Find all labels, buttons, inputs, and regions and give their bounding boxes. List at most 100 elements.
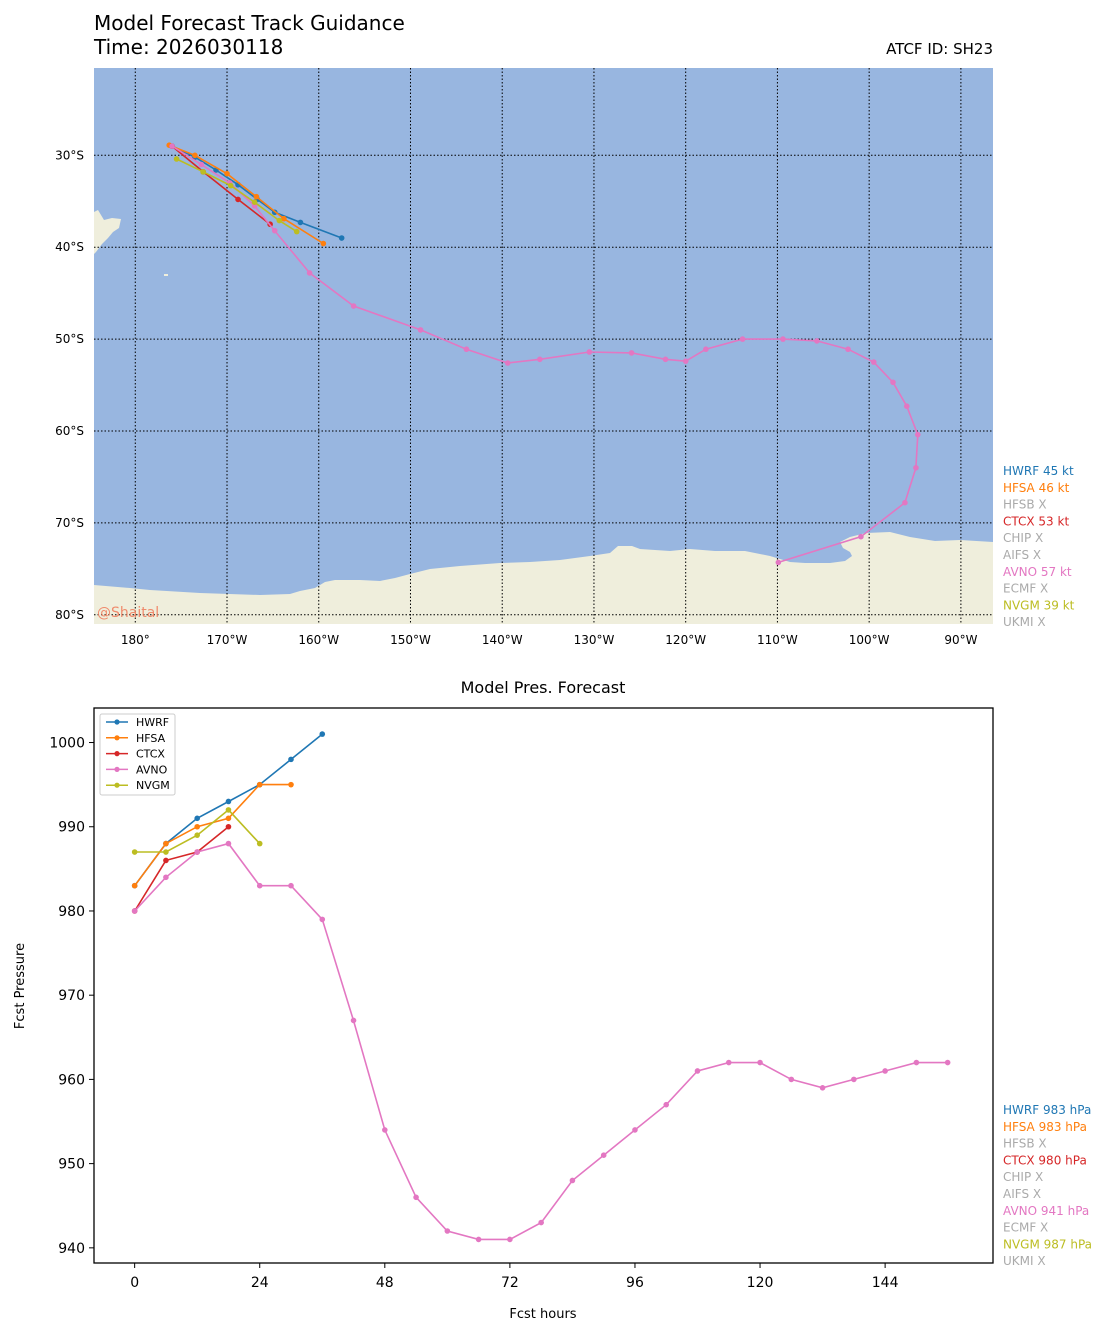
pressure-point-avno: [757, 1059, 763, 1066]
track-point-avno: [417, 327, 424, 333]
pressure-point-avno: [444, 1228, 451, 1234]
pressure-point-avno: [225, 840, 232, 847]
pressure-point-hfsa: [194, 823, 200, 830]
map-legend-entry: ECMF X: [1003, 582, 1048, 596]
track-point-ctcx: [235, 196, 241, 203]
pressure-x-tick-label: 0: [130, 1275, 139, 1291]
track-point-avno: [703, 346, 709, 353]
pressure-legend-entry: CTCX 980 hPa: [1003, 1153, 1087, 1167]
map-legend-entry: HFSB X: [1003, 498, 1047, 512]
track-line-avno: [171, 145, 919, 564]
pressure-point-hwrf: [288, 756, 294, 763]
pressure-y-axis-label: Fcst Pressure: [13, 943, 28, 1029]
track-point-avno: [845, 346, 851, 353]
track-point-nvgm: [276, 217, 283, 224]
map-x-tick-label: 130°W: [574, 633, 615, 647]
pressure-point-avno: [944, 1059, 951, 1066]
pressure-legend-entry: HFSB X: [1003, 1137, 1047, 1151]
pressure-point-avno: [913, 1059, 920, 1066]
pressure-point-avno: [194, 849, 200, 855]
track-point-avno: [662, 356, 669, 363]
pressure-point-avno: [600, 1152, 607, 1159]
pressure-point-hfsa: [131, 882, 138, 889]
pressure-point-avno: [632, 1127, 638, 1133]
pressure-x-axis-label: Fcst hours: [509, 1307, 576, 1322]
pressure-point-avno: [694, 1068, 701, 1074]
pressure-point-hwrf: [194, 815, 200, 822]
pressure-point-ctcx: [163, 857, 169, 864]
track-point-nvgm: [200, 169, 206, 175]
track-point-nvgm: [227, 182, 234, 189]
map-legend-entry: NVGM 39 kt: [1003, 598, 1075, 612]
map-legend-entry: UKMI X: [1003, 615, 1046, 629]
map-legend-entry: CTCX 53 kt: [1003, 514, 1069, 528]
pressure-point-ctcx: [225, 823, 232, 830]
track-point-hfsa: [253, 193, 260, 200]
track-point-avno: [350, 303, 357, 309]
pressure-point-avno: [131, 908, 138, 914]
map-legend-entry: HFSA 46 kt: [1003, 481, 1070, 495]
legend-series-name: NVGM: [136, 779, 170, 792]
pressure-y-ticks: 940 950 960 970 980 990 1000: [49, 736, 94, 1257]
map-legend-entry: AVNO 57 kt: [1003, 565, 1072, 579]
track-point-avno: [169, 143, 175, 149]
track-point-avno: [198, 161, 205, 168]
map-x-tick-label: 100°W: [849, 633, 890, 647]
legend-series-name: CTCX: [136, 748, 165, 761]
pressure-point-avno: [288, 882, 294, 889]
new-zealand-land: [94, 210, 121, 254]
track-point-hfsa: [224, 170, 230, 177]
ocean-background: [94, 68, 993, 624]
legend-swatch-marker: [114, 719, 120, 725]
track-point-avno: [902, 499, 908, 506]
map-y-tick-label: 70°S: [55, 516, 84, 530]
pressure-point-avno: [851, 1076, 857, 1083]
track-point-nvgm: [251, 199, 258, 205]
map-y-tick-label: 60°S: [55, 424, 84, 438]
track-line-nvgm: [176, 158, 298, 233]
track-point-hwrf: [338, 235, 345, 241]
pressure-axes-frame: [93, 707, 994, 1264]
map-y-ticks: 30°S 40°S 50°S 60°S 70°S 80°S: [55, 148, 84, 622]
track-point-avno: [463, 346, 470, 353]
pressure-legend-entry: UKMI X: [1003, 1254, 1046, 1268]
track-point-avno: [504, 360, 511, 366]
track-point-avno: [739, 336, 746, 342]
map-legend-entry: HWRF 45 kt: [1003, 464, 1074, 478]
map-x-tick-label: 150°W: [390, 633, 431, 647]
pressure-y-tick-label: 950: [58, 1157, 85, 1173]
track-point-avno: [858, 533, 864, 540]
pressure-y-tick-label: 990: [58, 820, 85, 836]
pressure-point-nvgm: [194, 832, 200, 838]
map-y-tick-label: 30°S: [55, 148, 84, 162]
map-x-ticks: 180° 170°W 160°W 150°W 140°W 130°W 120°W 110°W 1…: [121, 633, 978, 647]
track-point-avno: [628, 350, 635, 356]
track-point-avno: [903, 403, 910, 409]
pressure-point-avno: [725, 1059, 732, 1066]
track-point-avno: [271, 227, 278, 234]
legend-series-name: HWRF: [136, 716, 169, 729]
pressure-point-nvgm: [225, 807, 232, 813]
pressure-chart-title: Model Pres. Forecast: [461, 678, 626, 697]
legend-swatch-marker: [114, 766, 120, 773]
map-x-tick-label: 180°: [121, 633, 150, 647]
pressure-x-tick-label: 120: [747, 1275, 774, 1291]
pressure-point-avno: [788, 1076, 795, 1083]
pressure-point-hfsa: [256, 781, 263, 788]
map-x-tick-label: 170°W: [207, 633, 248, 647]
pressure-y-tick-label: 960: [58, 1072, 85, 1088]
map-legend-entry: AIFS X: [1003, 548, 1041, 562]
map-x-tick-label: 120°W: [665, 633, 706, 647]
time-label: Time: 2026030118: [93, 35, 283, 59]
pressure-line-ctcx: [134, 826, 230, 912]
pressure-point-hfsa: [225, 815, 232, 822]
map-intensity-legend: HWRF 45 kt HFSA 46 kt HFSB X CTCX 53 kt CHIP…: [1003, 464, 1075, 629]
track-point-avno: [775, 559, 782, 566]
map-x-tick-label: 110°W: [757, 633, 798, 647]
pressure-point-avno: [256, 882, 263, 889]
pressure-point-nvgm: [131, 849, 138, 855]
legend-series-name: HFSA: [136, 732, 166, 745]
pressure-point-hwrf: [319, 731, 326, 737]
pressure-point-hwrf: [225, 798, 232, 805]
island-land: [164, 274, 168, 276]
